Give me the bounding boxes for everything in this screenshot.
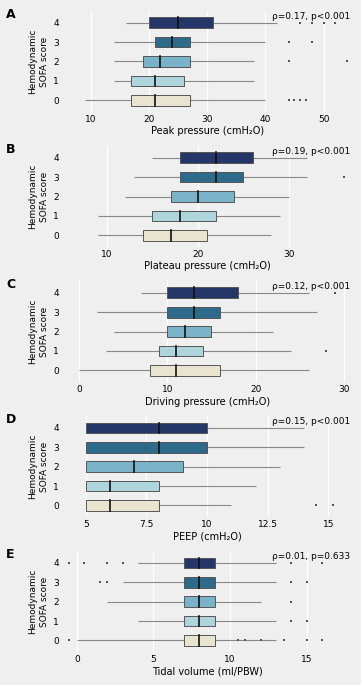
Bar (158, 346, 203, 356)
Bar (86, 423, 207, 433)
Bar (86, 442, 207, 453)
Bar (168, 326, 212, 337)
X-axis label: Peak pressure (cmH₂O): Peak pressure (cmH₂O) (151, 127, 264, 136)
Bar (152, 210, 216, 221)
Bar (184, 577, 215, 588)
Text: B: B (6, 143, 16, 156)
Bar (131, 95, 190, 105)
Text: D: D (6, 413, 16, 426)
X-axis label: PEEP (cmH₂O): PEEP (cmH₂O) (173, 532, 242, 542)
Bar (171, 191, 234, 202)
Text: A: A (6, 8, 16, 21)
Text: ρ=0.12, p<0.001: ρ=0.12, p<0.001 (271, 282, 350, 291)
X-axis label: Tidal volume (ml/PBW): Tidal volume (ml/PBW) (152, 667, 262, 677)
Text: E: E (6, 548, 15, 561)
Bar (143, 230, 207, 240)
Bar (149, 17, 213, 28)
Y-axis label: Hemodynamic
SOFA score: Hemodynamic SOFA score (28, 164, 49, 229)
Text: C: C (6, 278, 15, 291)
Y-axis label: Hemodynamic
SOFA score: Hemodynamic SOFA score (28, 29, 49, 94)
Text: ρ=0.15, p<0.001: ρ=0.15, p<0.001 (271, 417, 350, 426)
Bar (143, 56, 190, 67)
Bar (131, 75, 184, 86)
Text: ρ=0.01, p=0.633: ρ=0.01, p=0.633 (271, 552, 350, 561)
Bar (168, 307, 220, 318)
Y-axis label: Hemodynamic
SOFA score: Hemodynamic SOFA score (28, 434, 49, 499)
X-axis label: Plateau pressure (cmH₂O): Plateau pressure (cmH₂O) (144, 262, 270, 271)
Y-axis label: Hemodynamic
SOFA score: Hemodynamic SOFA score (28, 569, 49, 634)
Bar (86, 461, 183, 472)
Bar (184, 635, 215, 646)
Bar (150, 365, 220, 375)
Bar (184, 597, 215, 607)
Bar (86, 500, 158, 511)
X-axis label: Driving pressure (cmH₂O): Driving pressure (cmH₂O) (144, 397, 270, 407)
Text: ρ=0.19, p<0.001: ρ=0.19, p<0.001 (271, 147, 350, 156)
Bar (184, 558, 215, 569)
Bar (86, 481, 158, 491)
Bar (180, 172, 243, 182)
Text: ρ=0.17, p<0.001: ρ=0.17, p<0.001 (271, 12, 350, 21)
Bar (168, 288, 238, 298)
Bar (184, 616, 215, 626)
Bar (155, 37, 190, 47)
Y-axis label: Hemodynamic
SOFA score: Hemodynamic SOFA score (28, 299, 49, 364)
Bar (180, 153, 253, 163)
